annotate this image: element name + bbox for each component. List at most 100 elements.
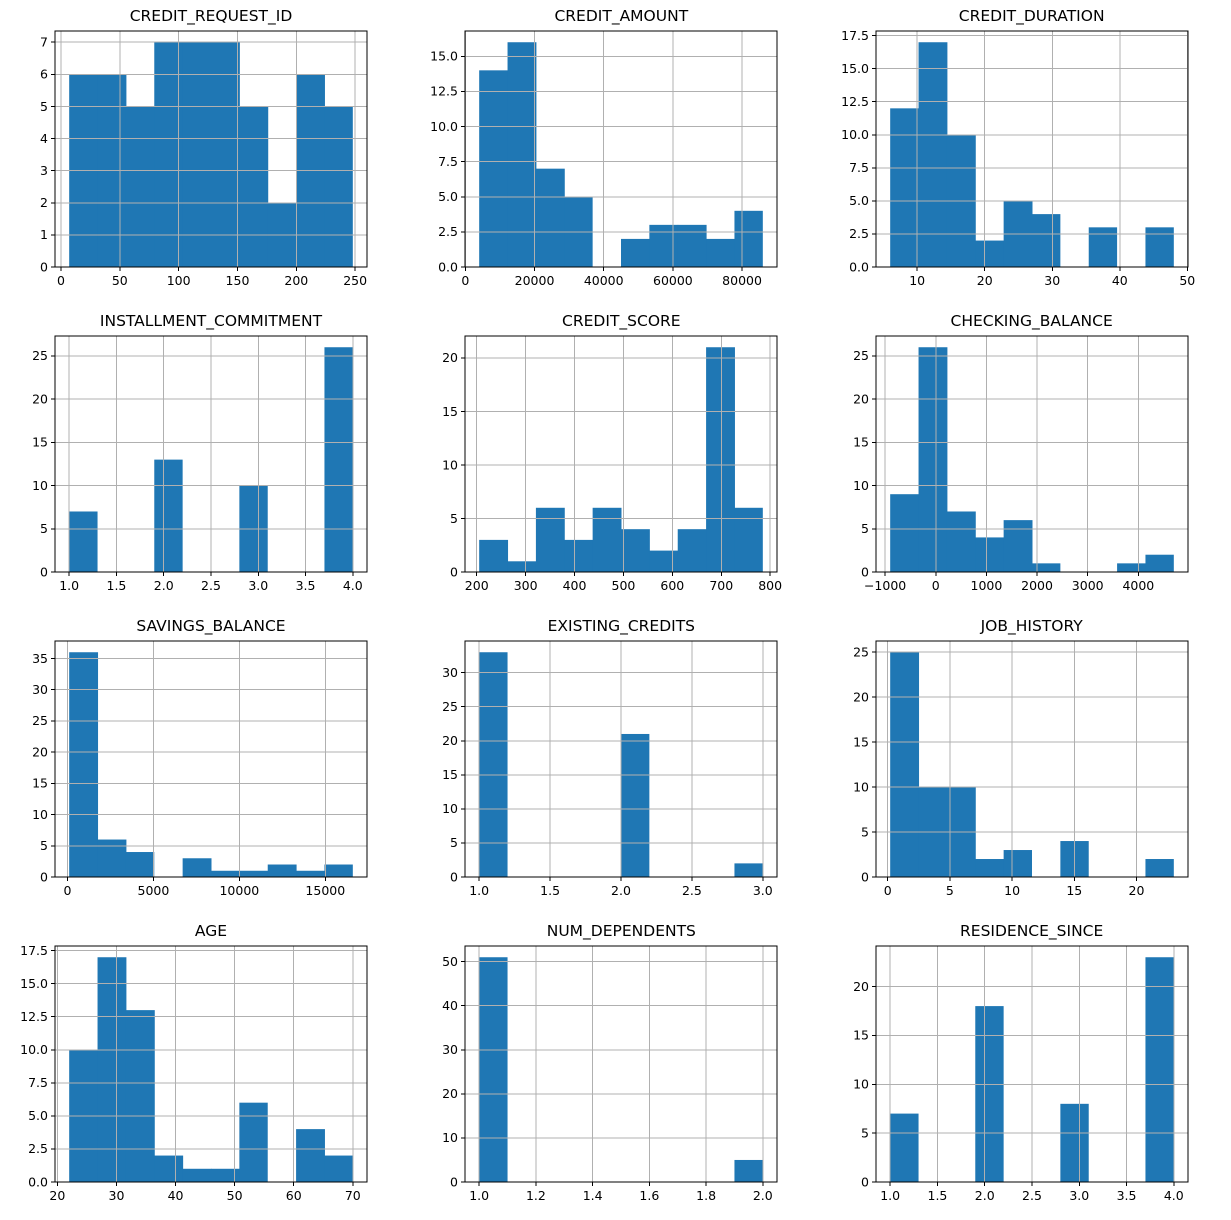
svg-text:500: 500 [612, 578, 636, 593]
svg-text:6: 6 [40, 67, 48, 82]
svg-text:4.0: 4.0 [1164, 1188, 1184, 1203]
svg-text:15.0: 15.0 [20, 976, 48, 991]
chart-title: CREDIT_AMOUNT [554, 7, 689, 25]
svg-text:1.5: 1.5 [927, 1188, 947, 1203]
svg-text:5.0: 5.0 [849, 193, 869, 208]
svg-text:2.5: 2.5 [1022, 1188, 1042, 1203]
svg-text:10: 10 [442, 801, 458, 816]
svg-text:1.2: 1.2 [526, 1188, 546, 1203]
svg-text:800: 800 [759, 578, 783, 593]
chart-title: CREDIT_SCORE [562, 312, 681, 330]
svg-text:40: 40 [442, 998, 458, 1013]
svg-text:1.0: 1.0 [880, 1188, 900, 1203]
svg-text:20: 20 [442, 350, 458, 365]
svg-text:40: 40 [168, 1188, 184, 1203]
svg-text:0: 0 [861, 1174, 869, 1189]
svg-text:30: 30 [442, 1042, 458, 1057]
svg-text:50: 50 [227, 1188, 243, 1203]
svg-text:7.5: 7.5 [28, 1075, 48, 1090]
svg-text:25: 25 [853, 348, 869, 363]
svg-text:15: 15 [32, 435, 48, 450]
svg-text:20: 20 [853, 979, 869, 994]
chart-title: CREDIT_DURATION [958, 7, 1105, 25]
histogram-canvas-credit-score: 200 300 400 500 600 700 800 0 5 10 15 20 [442, 335, 783, 593]
svg-text:10000: 10000 [219, 883, 259, 898]
subplot-residence-since: 1.0 1.5 2.0 2.5 3.0 3.5 4.0 0 5 10 15 20 RESIDENCE_… [821, 915, 1231, 1220]
svg-text:50: 50 [442, 954, 458, 969]
svg-text:5: 5 [861, 521, 869, 536]
chart-title: JOB_HISTORY [980, 617, 1083, 635]
subplot-credit-request-id: 0 50 100 150 200 250 0 1 2 3 4 5 6 7 CREDIT_REQUEST_I… [0, 0, 410, 305]
chart-title: NUM_DEPENDENTS [546, 922, 696, 940]
svg-text:2.0: 2.0 [974, 1188, 994, 1203]
histogram-canvas-num-dependents: 1.0 1.2 1.4 1.6 1.8 2.0 0 10 20 30 40 50 [442, 945, 778, 1203]
histogram-canvas-savings-balance: 0 5000 10000 15000 0 5 10 15 20 25 30 35 [32, 640, 368, 898]
svg-text:10.0: 10.0 [841, 127, 869, 142]
svg-text:0: 0 [63, 883, 71, 898]
svg-text:80000: 80000 [723, 273, 763, 288]
svg-text:5.0: 5.0 [438, 189, 458, 204]
subplot-checking-balance: −1000 0 1000 2000 3000 4000 0 5 10 15 20 25 CHECKIN… [821, 305, 1231, 610]
subplot-age: 20 30 40 50 60 70 0.0 2.5 5.0 7.5 10.0 12.5 15.0 17.5… [0, 915, 410, 1220]
svg-text:10: 10 [853, 779, 869, 794]
svg-text:1000: 1000 [970, 578, 1002, 593]
svg-text:0: 0 [931, 578, 939, 593]
svg-text:200: 200 [284, 273, 308, 288]
svg-text:20: 20 [853, 391, 869, 406]
svg-text:10: 10 [32, 807, 48, 822]
svg-text:−1000: −1000 [864, 578, 906, 593]
svg-text:7.5: 7.5 [438, 154, 458, 169]
svg-text:15.0: 15.0 [430, 49, 458, 64]
histogram-canvas-residence-since: 1.0 1.5 2.0 2.5 3.0 3.5 4.0 0 5 10 15 20 [853, 945, 1189, 1203]
svg-text:0: 0 [450, 869, 458, 884]
svg-text:250: 250 [343, 273, 367, 288]
svg-text:0.0: 0.0 [849, 259, 869, 274]
svg-text:1.0: 1.0 [59, 578, 79, 593]
subplot-credit-score: 200 300 400 500 600 700 800 0 5 10 15 20 CREDIT_SCO… [410, 305, 820, 610]
histogram-canvas-credit-request-id: 0 50 100 150 200 250 0 1 2 3 4 5 6 7 [40, 30, 368, 288]
svg-text:40: 40 [1111, 273, 1127, 288]
svg-text:50: 50 [1179, 273, 1195, 288]
subplot-existing-credits: 1.0 1.5 2.0 2.5 3.0 0 5 10 15 20 25 30 EXISTING_CRE… [410, 610, 820, 915]
svg-text:12.5: 12.5 [841, 94, 869, 109]
svg-text:3000: 3000 [1071, 578, 1103, 593]
svg-text:10: 10 [909, 273, 925, 288]
svg-text:0: 0 [861, 564, 869, 579]
svg-text:2.5: 2.5 [28, 1141, 48, 1156]
svg-text:10: 10 [442, 457, 458, 472]
histogram-canvas-age: 20 30 40 50 60 70 0.0 2.5 5.0 7.5 10.0 12.5 15.0 17.5 [20, 943, 368, 1203]
svg-text:60000: 60000 [653, 273, 693, 288]
subplot-credit-duration: 10 20 30 40 50 0.0 2.5 5.0 7.5 10.0 12.5 15.0 17.5 C… [821, 0, 1231, 305]
svg-text:20: 20 [976, 273, 992, 288]
svg-text:35: 35 [32, 651, 48, 666]
svg-text:15: 15 [853, 1028, 869, 1043]
svg-text:5: 5 [40, 521, 48, 536]
svg-text:10: 10 [442, 1130, 458, 1145]
svg-text:3.0: 3.0 [248, 578, 268, 593]
histogram-canvas-installment-commitment: 1.0 1.5 2.0 2.5 3.0 3.5 4.0 0 5 10 15 20 25 [32, 335, 368, 593]
svg-text:2000: 2000 [1021, 578, 1053, 593]
svg-text:25: 25 [32, 713, 48, 728]
svg-text:15.0: 15.0 [841, 61, 869, 76]
svg-text:50: 50 [112, 273, 128, 288]
svg-text:0: 0 [462, 273, 470, 288]
svg-text:20: 20 [442, 733, 458, 748]
chart-title: RESIDENCE_SINCE [960, 922, 1104, 940]
svg-text:300: 300 [514, 578, 538, 593]
svg-text:2.0: 2.0 [154, 578, 174, 593]
svg-text:3.5: 3.5 [1116, 1188, 1136, 1203]
svg-text:0.0: 0.0 [28, 1174, 48, 1189]
svg-text:40000: 40000 [584, 273, 624, 288]
svg-text:1.5: 1.5 [107, 578, 127, 593]
subplot-credit-amount: 0 20000 40000 60000 80000 0.0 2.5 5.0 7.5 10.0 12.… [410, 0, 820, 305]
svg-text:30: 30 [32, 682, 48, 697]
svg-text:1.0: 1.0 [470, 1188, 490, 1203]
svg-text:1.6: 1.6 [640, 1188, 660, 1203]
svg-text:5: 5 [861, 824, 869, 839]
svg-text:20: 20 [442, 1086, 458, 1101]
svg-text:600: 600 [661, 578, 685, 593]
chart-title: CREDIT_REQUEST_ID [129, 7, 293, 25]
histogram-canvas-existing-credits: 1.0 1.5 2.0 2.5 3.0 0 5 10 15 20 25 30 [442, 640, 778, 898]
